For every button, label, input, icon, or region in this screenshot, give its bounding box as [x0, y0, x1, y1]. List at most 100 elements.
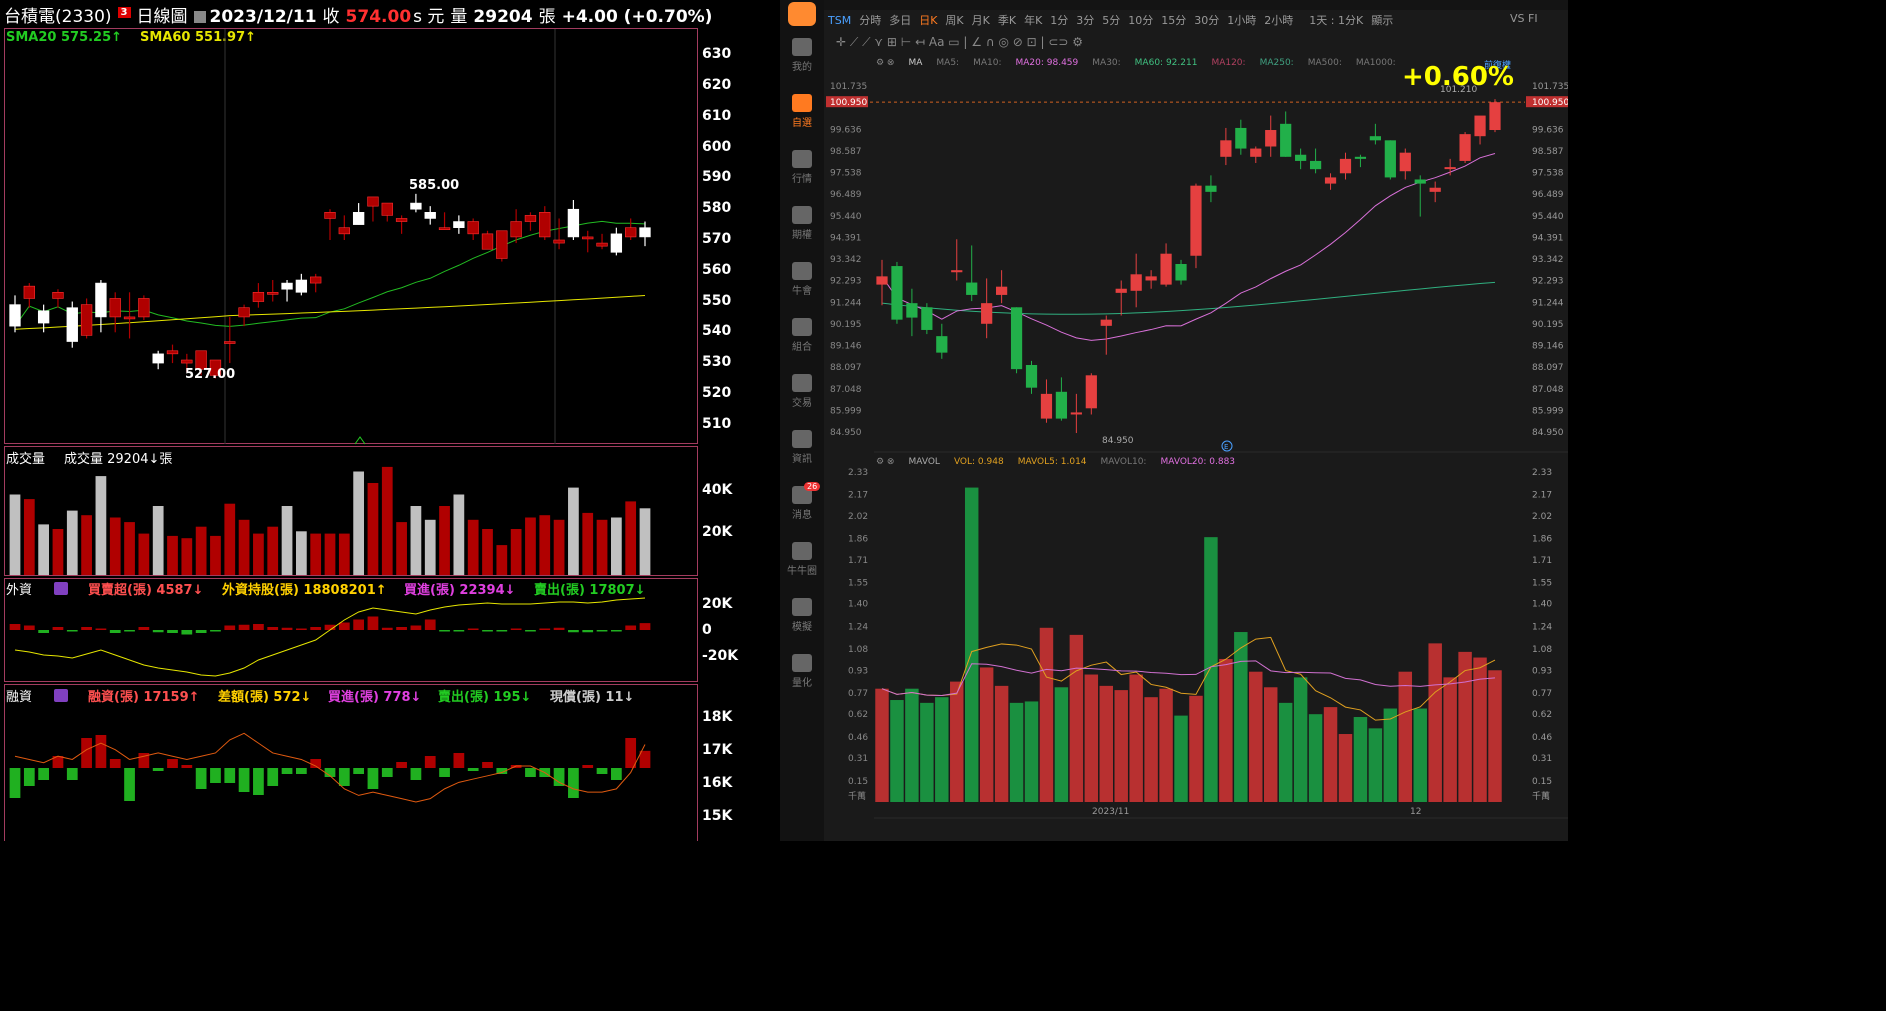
- candle-body: [496, 230, 508, 259]
- period-tab[interactable]: 15分: [1161, 14, 1187, 27]
- period-tab[interactable]: 年K: [1024, 14, 1043, 27]
- foreign-net-bar: [310, 627, 322, 630]
- sidebar-item-funnel[interactable]: 牛會: [780, 262, 824, 297]
- bull-logo-icon[interactable]: [788, 2, 816, 26]
- volume-bar: [539, 515, 551, 575]
- ma-label[interactable]: MA: [908, 58, 923, 68]
- list-icon[interactable]: [54, 689, 68, 702]
- ma-item[interactable]: MA500:: [1307, 58, 1342, 68]
- margin-axis-16k: 16K: [702, 775, 733, 791]
- sidebar-item-options[interactable]: 期權: [780, 206, 824, 241]
- crosshair-icon[interactable]: ✛ ⟋ ⟋ ⋎ ⊞ ⊢ ↤ Aa ▭ | ∠ ∩ ◎ ⊘ ⊡ | ⊂⊃ ⚙: [836, 35, 1084, 49]
- ma-item[interactable]: MA60: 92.211: [1134, 58, 1198, 68]
- volume-bar: [875, 688, 889, 802]
- sidebar-label: 自選: [792, 118, 812, 129]
- margin-balance: 融資(張) 17159↑: [88, 690, 200, 705]
- star-chart-icon: [792, 94, 812, 112]
- sidebar-item-trade[interactable]: 交易: [780, 374, 824, 409]
- volume-bar: [1488, 670, 1502, 802]
- volume-bar: [553, 519, 565, 575]
- foreign-net-bar: [66, 630, 78, 632]
- period-tab[interactable]: 1分: [1050, 14, 1069, 27]
- sidebar-item-code[interactable]: 量化: [780, 654, 824, 689]
- ma-settings-icon[interactable]: ⚙ ⊗: [876, 58, 895, 68]
- mavol-item[interactable]: MAVOL20: 0.883: [1160, 457, 1236, 467]
- ma-item[interactable]: MA1000:: [1355, 58, 1396, 68]
- period-tab[interactable]: 3分: [1076, 14, 1095, 27]
- sidebar-item-pie[interactable]: 組合: [780, 318, 824, 353]
- volume-bar: [525, 517, 536, 575]
- candle-body: [1399, 152, 1411, 172]
- sidebar-item-user[interactable]: 我的: [780, 38, 824, 73]
- volume-bar: [1024, 701, 1039, 802]
- period-tab[interactable]: 1小時: [1227, 14, 1257, 27]
- volume-bar: [920, 702, 934, 802]
- foreign-net-bar: [267, 627, 279, 630]
- vol-unit: 張: [538, 7, 556, 27]
- volume-axis-left: 1.71: [848, 556, 868, 566]
- dropdown-icon[interactable]: [193, 11, 206, 23]
- margin-diff-bar: [224, 768, 236, 783]
- foreign-hold-line: [14, 597, 646, 677]
- mavol-settings-icon[interactable]: ⚙ ⊗: [876, 457, 895, 467]
- period-tab[interactable]: 5分: [1102, 14, 1121, 27]
- sidebar-item-star-chart[interactable]: 自選: [780, 94, 824, 129]
- candle-body: [410, 202, 422, 210]
- percent-change: +0.60%: [1402, 62, 1514, 92]
- news-icon: [792, 430, 812, 448]
- volume-bar: [1338, 734, 1353, 802]
- mavol-item[interactable]: MAVOL5: 1.014: [1017, 457, 1087, 467]
- sidebar-item-circle[interactable]: 牛牛圈: [780, 542, 824, 577]
- right-trading-app: 我的自選行情期權牛會組合交易資訊消息 26 牛牛圈模擬量化 TSM 分時 多日 日K 周K 月…: [780, 0, 1568, 841]
- period-tab[interactable]: 日K: [919, 14, 938, 27]
- period-toolbar: TSM 分時 多日 日K 周K 月K 季K 年K 1分 3分 5分 10分 15分 30分 1小時 2小時 1天…: [828, 12, 1568, 32]
- period-tab[interactable]: 季K: [997, 14, 1017, 27]
- foreign-net-bar: [324, 624, 336, 630]
- volume-axis-left: 0.15: [848, 777, 868, 787]
- period-tab[interactable]: 周K: [945, 14, 964, 27]
- mavol-item[interactable]: VOL: 0.948: [953, 457, 1004, 467]
- period-tab[interactable]: 分時: [859, 14, 882, 27]
- ma-item[interactable]: MA5:: [936, 58, 960, 68]
- candle-body: [138, 298, 150, 318]
- adjust-label[interactable]: 前復權: [1484, 61, 1512, 71]
- vs-button[interactable]: VS FI: [1510, 12, 1538, 25]
- ticker[interactable]: TSM: [828, 14, 852, 27]
- ma-item[interactable]: MA10:: [973, 58, 1002, 68]
- price-axis-left: 99.636: [830, 125, 862, 135]
- volume-bar: [424, 519, 436, 575]
- ma-item[interactable]: MA30:: [1092, 58, 1121, 68]
- volume-bar: [979, 667, 994, 802]
- period-tab[interactable]: 2小時: [1264, 14, 1294, 27]
- volume-axis-left: 0.77: [848, 689, 868, 699]
- mavol-item[interactable]: MAVOL10:: [1100, 457, 1147, 467]
- candle-body: [1280, 123, 1292, 157]
- sidebar-item-news[interactable]: 資訊: [780, 430, 824, 465]
- sidebar-item-market[interactable]: 行情: [780, 150, 824, 185]
- ma-bar: ⚙ ⊗ MA MA5: MA10: MA20: 98.459 MA30: MA60: 92.…: [876, 58, 1511, 71]
- period-tab[interactable]: 30分: [1194, 14, 1220, 27]
- ma-item[interactable]: MA20: 98.459: [1015, 58, 1079, 68]
- volume-bar: [1413, 708, 1427, 802]
- period-tab[interactable]: 10分: [1128, 14, 1154, 27]
- mavol-item[interactable]: MAVOL: [908, 457, 940, 467]
- list-icon[interactable]: [54, 582, 68, 595]
- margin-buy: 買進(張) 778↓: [328, 690, 422, 705]
- display-button[interactable]: 顯示: [1371, 14, 1394, 27]
- period-tab[interactable]: 多日: [889, 14, 912, 27]
- candle-body: [152, 353, 164, 364]
- sidebar-item-message[interactable]: 消息 26: [780, 482, 824, 521]
- margin-diff-bar: [238, 768, 250, 792]
- volume-bar: [467, 519, 479, 575]
- candle-body: [1489, 102, 1501, 131]
- candle-body: [338, 227, 350, 235]
- ma-item[interactable]: MA250:: [1259, 58, 1294, 68]
- ma-item[interactable]: MA120:: [1211, 58, 1246, 68]
- period-tab[interactable]: 月K: [971, 14, 990, 27]
- period-select[interactable]: 1天 : 1分K: [1309, 14, 1364, 27]
- candle-body: [181, 359, 193, 364]
- sidebar-item-gamepad[interactable]: 模擬: [780, 598, 824, 633]
- volume-bar: [310, 533, 322, 575]
- candle-body: [1115, 288, 1127, 293]
- margin-repay: 現償(張) 11↓: [550, 690, 635, 705]
